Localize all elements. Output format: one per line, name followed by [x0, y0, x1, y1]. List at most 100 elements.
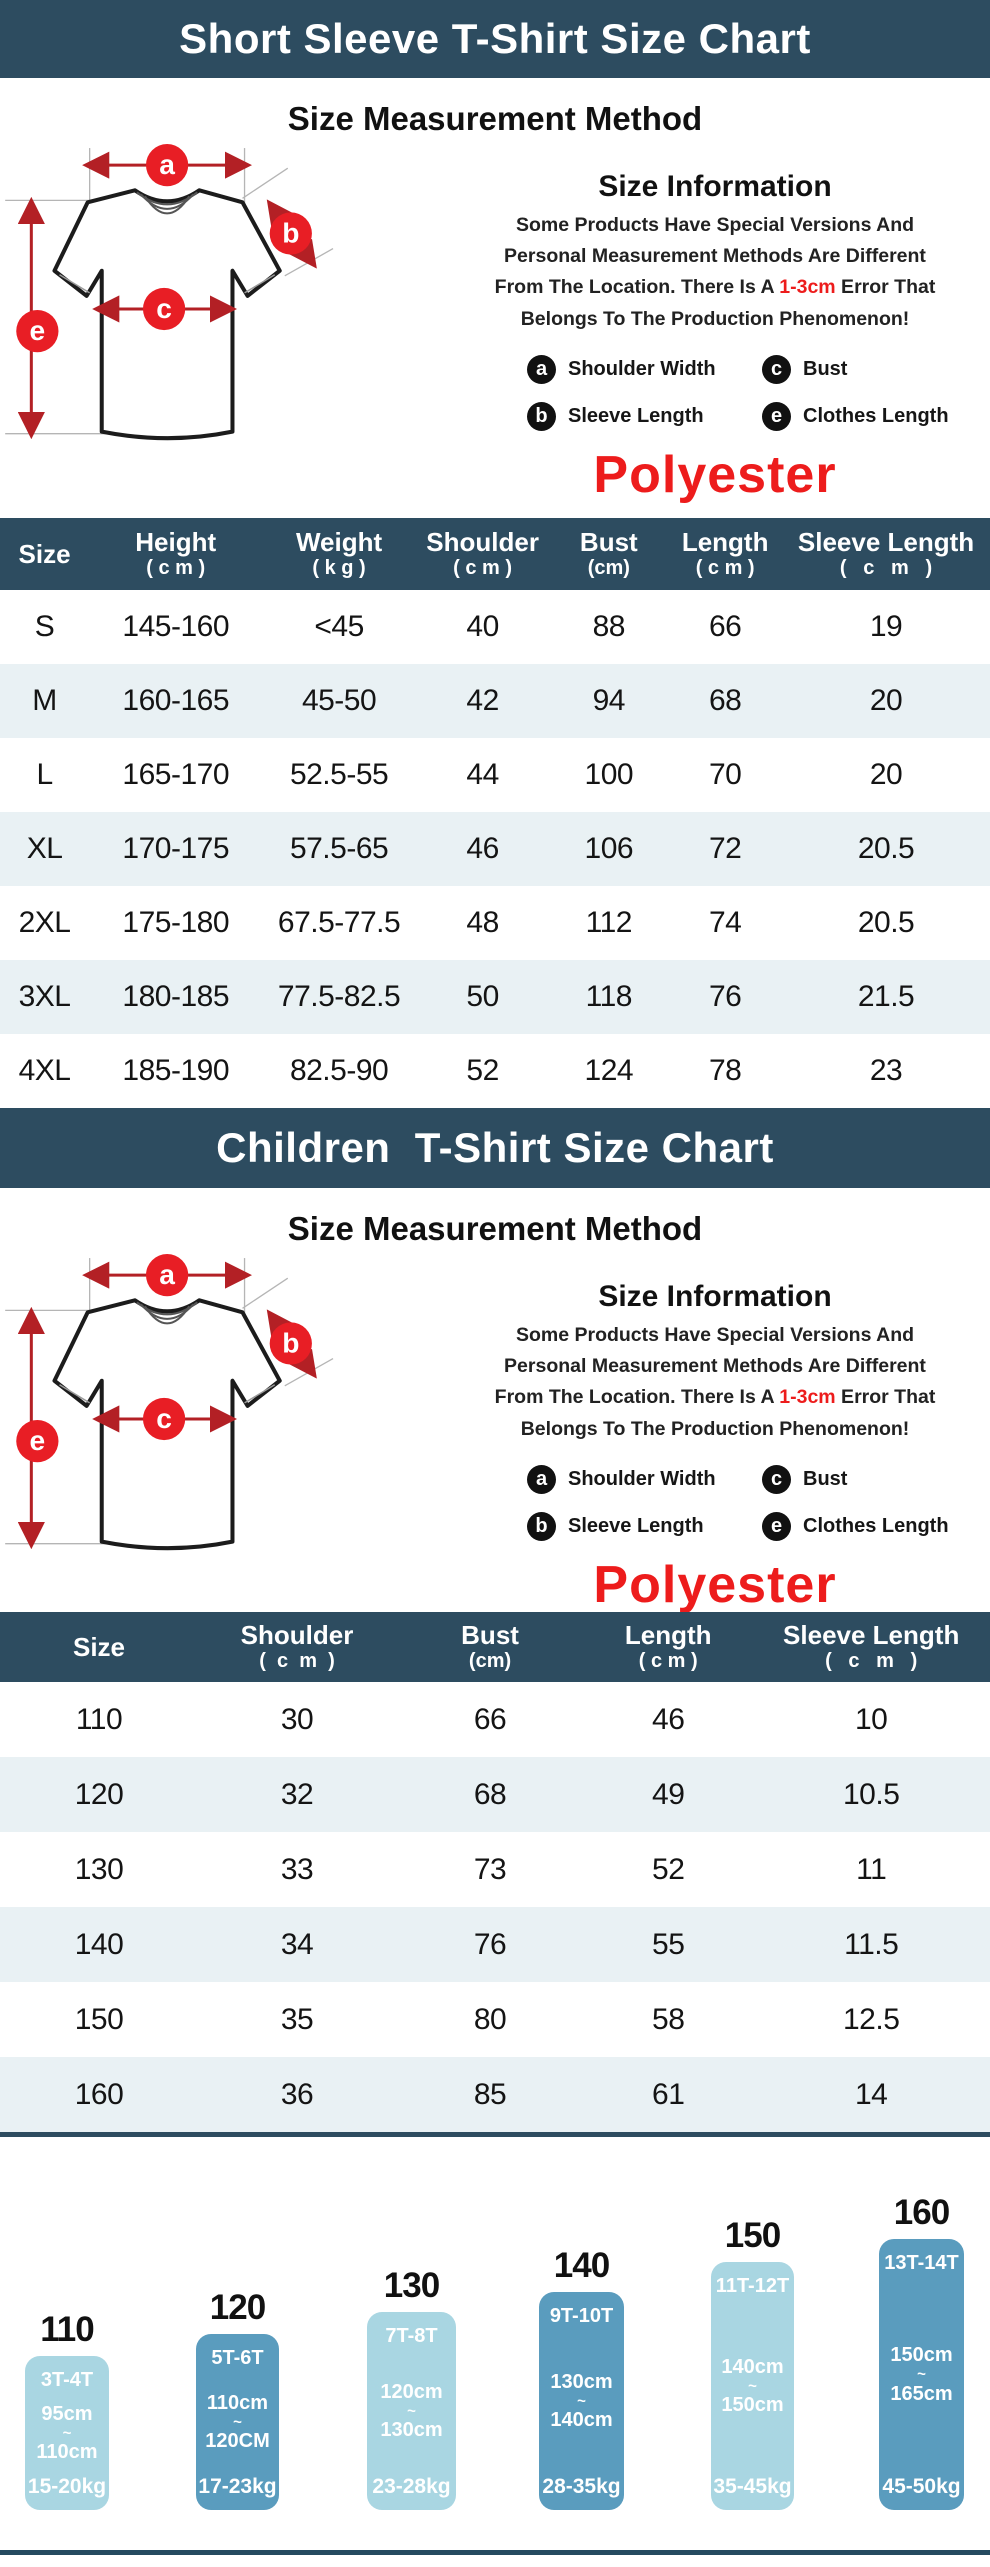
table-cell: 14	[855, 2077, 888, 2111]
legend-letter-a-icon: a	[527, 1464, 556, 1494]
table-row: 4XL 185-190 82.5-90 52 124 78 23	[0, 1034, 990, 1108]
table-cell: 4XL	[18, 1054, 71, 1087]
legend-item-sleeve-length: b Sleeve Length	[527, 401, 762, 431]
size-bar-160: 160 13T-14T 150cm ~165cm 45-50kg	[879, 2193, 964, 2510]
table-cell: 34	[280, 1927, 314, 1961]
legend-item-bust: c Bust	[762, 1464, 955, 1494]
table-cell: 45-50	[301, 684, 377, 717]
table-row: 160 36 85 61 14	[0, 2057, 990, 2135]
measurement-heading: Size Measurement Method	[287, 100, 703, 137]
adult-measurement-section: Size Measurement Method	[0, 78, 990, 518]
table-cell: S	[34, 610, 55, 643]
table-cell: 73	[473, 1852, 507, 1886]
table-cell: 12.5	[843, 2002, 900, 2036]
table-cell: 68	[708, 684, 742, 717]
table-cell: 165-170	[122, 758, 230, 791]
adult-chart-banner: Short Sleeve T-Shirt Size Chart	[0, 0, 990, 78]
table-cell: 42	[466, 684, 499, 717]
table-cell: 106	[584, 832, 634, 865]
measure-a-icon: a	[159, 1259, 175, 1290]
table-cell: 44	[466, 758, 499, 791]
adult-table-header-row: Size Height( c m ) Weight( k g ) Shoulde…	[0, 518, 990, 590]
table-cell: 21.5	[857, 980, 915, 1013]
size-information-title: Size Information	[598, 1280, 832, 1313]
table-cell: 11.5	[844, 1927, 899, 1961]
column-header-shoulder: Shoulder( c m )	[415, 518, 550, 590]
table-cell: <45	[314, 610, 364, 643]
table-cell: 78	[708, 1054, 742, 1087]
column-header-length: Length( c m )	[668, 518, 783, 590]
table-cell: 88	[592, 610, 626, 643]
table-cell: 94	[592, 684, 626, 717]
table-cell: L	[36, 758, 53, 791]
children-table-header-row: Size Shoulder( c m ) Bust (cm) Length( c …	[0, 1612, 990, 1682]
table-cell: 20.5	[857, 832, 915, 865]
table-cell: 170-175	[122, 832, 230, 865]
table-cell: 118	[585, 980, 633, 1013]
table-cell: 76	[473, 1927, 507, 1961]
adult-chart-title: Short Sleeve T-Shirt Size Chart	[179, 15, 811, 62]
table-cell: 49	[652, 1777, 685, 1811]
legend-letter-c-icon: c	[762, 1464, 791, 1494]
table-cell: 57.5-65	[289, 832, 389, 865]
table-cell: 100	[584, 758, 634, 791]
measure-a-icon: a	[159, 149, 175, 180]
table-cell: 70	[708, 758, 742, 791]
table-cell: 140	[74, 1927, 124, 1961]
table-row: S 145-160 <45 40 88 66 19	[0, 590, 990, 664]
legend-item-shoulder-width: a Shoulder Width	[527, 1464, 762, 1494]
table-row: M 160-165 45-50 42 94 68 20	[0, 664, 990, 738]
table-cell: 67.5-77.5	[277, 906, 401, 939]
table-cell: 85	[473, 2077, 507, 2111]
table-cell: 82.5-90	[289, 1054, 389, 1087]
table-row: 3XL 180-185 77.5-82.5 50 118 76 21.5	[0, 960, 990, 1034]
children-size-table: Size Shoulder( c m ) Bust (cm) Length( c …	[0, 1612, 990, 2137]
table-row: L 165-170 52.5-55 44 100 70 20	[0, 738, 990, 812]
legend-letter-c-icon: c	[762, 354, 791, 384]
tolerance-highlight: 1-3cm	[779, 276, 836, 299]
tolerance-highlight: 1-3cm	[779, 1386, 836, 1409]
table-cell: 48	[466, 906, 499, 939]
column-header-height: Height( c m )	[89, 518, 263, 590]
measurement-heading: Size Measurement Method	[287, 1210, 703, 1247]
legend-item-clothes-length: e Clothes Length	[762, 1511, 955, 1541]
table-cell: 110	[75, 1702, 123, 1736]
table-cell: 3XL	[18, 980, 71, 1013]
table-cell: 72	[708, 832, 742, 865]
table-cell: XL	[26, 832, 63, 865]
size-bar-120: 120 5T-6T 110cm ~120CM 17-23kg	[196, 2288, 279, 2510]
table-cell: 180-185	[122, 980, 230, 1013]
table-cell: 35	[280, 2002, 314, 2036]
size-bar-130: 130 7T-8T 120cm ~130cm 23-28kg	[367, 2266, 456, 2510]
table-cell: 185-190	[122, 1054, 230, 1087]
legend-letter-e-icon: e	[762, 1511, 791, 1541]
measure-b-icon: b	[282, 218, 299, 249]
table-cell: 40	[466, 610, 499, 643]
children-chart-title: Children T-Shirt Size Chart	[216, 1124, 774, 1171]
legend-item-sleeve-length: b Sleeve Length	[527, 1511, 762, 1541]
table-cell: 2XL	[18, 906, 71, 939]
table-cell: 80	[473, 2002, 507, 2036]
table-cell: 130	[74, 1852, 124, 1886]
column-header-bust: Bust (cm)	[549, 518, 669, 590]
table-cell: 11	[856, 1852, 887, 1886]
legend-letter-b-icon: b	[527, 401, 556, 431]
table-cell: 46	[466, 832, 499, 865]
table-row: 2XL 175-180 67.5-77.5 48 112 74 20.5	[0, 886, 990, 960]
table-cell: 120	[74, 1777, 124, 1811]
table-cell: 30	[280, 1702, 314, 1736]
tshirt-measurement-diagram: a b c e	[5, 1254, 334, 1551]
table-cell: 175-180	[122, 906, 230, 939]
table-cell: 20	[869, 758, 903, 791]
column-header-size: Size	[0, 1612, 198, 1682]
measure-b-icon: b	[282, 1328, 299, 1359]
column-header-shoulder: Shoulder( c m )	[198, 1612, 396, 1682]
table-cell: 52	[652, 1852, 685, 1886]
table-cell: 160-165	[122, 684, 230, 717]
table-cell: 52.5-55	[289, 758, 389, 791]
table-cell: M	[32, 684, 57, 717]
table-cell: 46	[652, 1702, 685, 1736]
table-cell: 145-160	[122, 610, 230, 643]
table-cell: 19	[869, 610, 903, 643]
children-size-bar-chart: 110 3T-4T 95cm ~110cm 15-20kg 120 5T-6T 1…	[0, 2132, 990, 2567]
